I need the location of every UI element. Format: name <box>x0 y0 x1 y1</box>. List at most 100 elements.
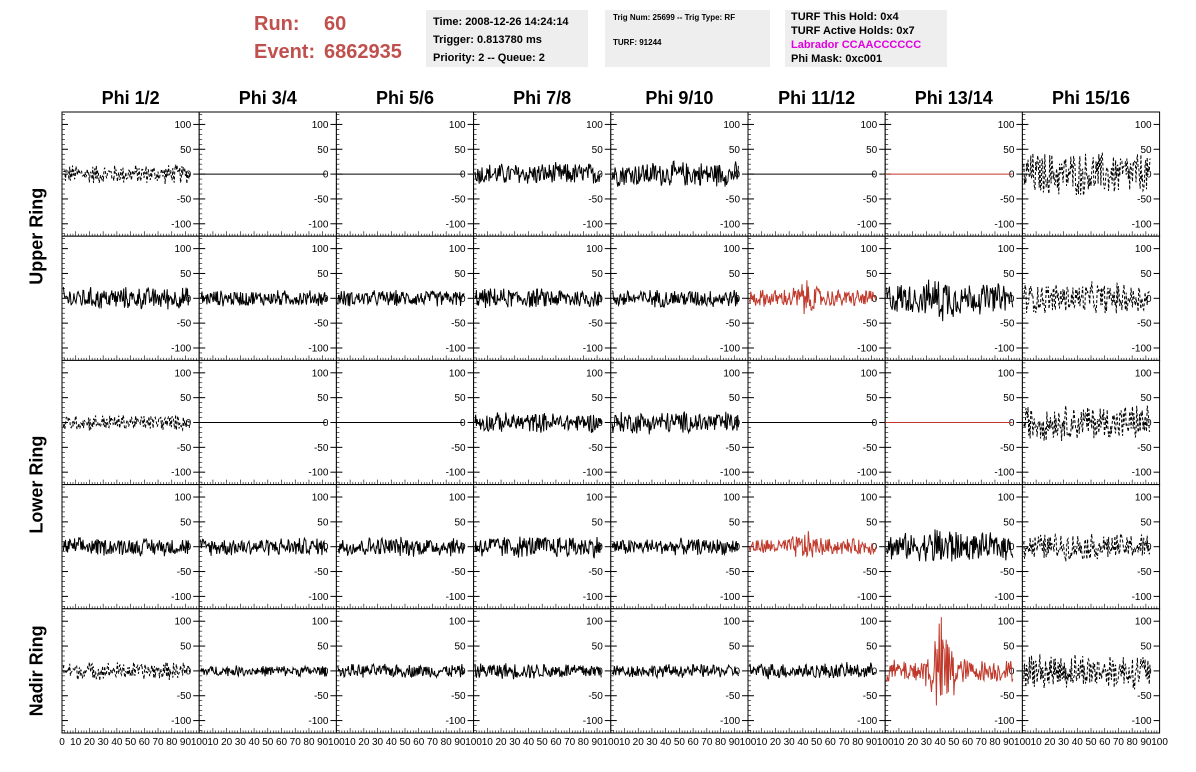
y-tick-label: 50 <box>729 517 741 528</box>
y-tick-label: -100 <box>171 343 191 354</box>
y-tick-label: 0 <box>1146 666 1152 677</box>
y-tick-label: 50 <box>317 393 329 404</box>
y-tick-label: -100 <box>1132 468 1152 479</box>
y-tick-label: -50 <box>588 691 603 702</box>
x-tick-label: 100 <box>877 737 894 748</box>
waveform-trace <box>1023 281 1151 314</box>
y-tick-label: 50 <box>729 393 741 404</box>
y-tick-label: 50 <box>866 393 878 404</box>
y-tick-label: 0 <box>1146 542 1152 553</box>
trig-info-box: Trig Num: 25699 -- Trig Type: RF TURF: 9… <box>605 10 770 67</box>
y-tick-label: -50 <box>726 443 741 454</box>
y-tick-label: -100 <box>446 343 466 354</box>
y-tick-label: 0 <box>872 294 878 305</box>
y-tick-label: -50 <box>177 443 192 454</box>
ring-title: Lower Ring <box>27 436 47 534</box>
y-tick-label: 50 <box>454 517 466 528</box>
y-tick-label: -100 <box>308 716 328 727</box>
phi-mask-text: Phi Mask: 0xc001 <box>791 53 883 65</box>
x-tick-label: 80 <box>989 737 1001 748</box>
waveform-trace <box>474 162 602 184</box>
y-tick-label: -100 <box>857 592 877 603</box>
y-tick-label: 100 <box>998 368 1015 379</box>
y-tick-label: 0 <box>460 542 466 553</box>
y-tick-label: 50 <box>1140 393 1152 404</box>
y-tick-label: -50 <box>451 691 466 702</box>
y-tick-label: -50 <box>314 567 329 578</box>
y-tick-label: -50 <box>1000 194 1015 205</box>
y-tick-label: 100 <box>449 493 466 504</box>
y-tick-label: 50 <box>1003 269 1015 280</box>
y-tick-label: 100 <box>861 368 878 379</box>
column-title: Phi 11/12 <box>778 88 855 108</box>
y-tick-label: -50 <box>1137 691 1152 702</box>
y-tick-label: -100 <box>308 343 328 354</box>
y-tick-label: 0 <box>1146 294 1152 305</box>
waveform-trace <box>62 414 191 432</box>
x-tick-label: 0 <box>59 737 65 748</box>
x-tick-label: 80 <box>441 737 453 748</box>
y-tick-label: 100 <box>861 493 878 504</box>
x-tick-label: 10 <box>345 737 357 748</box>
x-tick-label: 60 <box>550 737 562 748</box>
x-tick-label: 90 <box>1140 737 1152 748</box>
x-tick-label: 80 <box>166 737 178 748</box>
x-tick-label: 40 <box>523 737 535 748</box>
y-tick-label: 50 <box>317 642 329 653</box>
y-tick-label: -50 <box>451 567 466 578</box>
x-tick-label: 50 <box>1085 737 1097 748</box>
y-tick-label: 100 <box>723 244 740 255</box>
y-tick-label: -50 <box>1137 319 1152 330</box>
x-tick-label: 60 <box>962 737 974 748</box>
x-tick-label: 20 <box>770 737 782 748</box>
y-tick-label: -50 <box>1000 319 1015 330</box>
y-tick-label: -100 <box>446 716 466 727</box>
ring-title: Nadir Ring <box>27 625 47 716</box>
waveform-trace <box>1023 532 1151 562</box>
y-tick-label: 50 <box>454 145 466 156</box>
x-tick-label: 50 <box>674 737 686 748</box>
y-tick-label: -100 <box>857 343 877 354</box>
waveform-trace <box>1023 152 1151 196</box>
y-tick-label: -50 <box>726 194 741 205</box>
y-tick-label: -100 <box>720 219 740 230</box>
waveform-trace <box>63 164 191 185</box>
column-title: Phi 13/14 <box>915 88 993 108</box>
y-tick-label: 0 <box>186 418 192 429</box>
waveform-trace <box>611 411 739 435</box>
y-tick-label: 50 <box>317 269 329 280</box>
waveform-trace <box>611 289 739 308</box>
x-tick-label: 20 <box>907 737 919 748</box>
y-tick-label: -100 <box>308 592 328 603</box>
y-tick-label: 0 <box>872 542 878 553</box>
y-tick-label: -100 <box>857 716 877 727</box>
y-tick-label: 0 <box>323 170 329 181</box>
x-tick-label: 60 <box>413 737 425 748</box>
y-tick-label: 50 <box>866 517 878 528</box>
x-tick-label: 60 <box>1099 737 1111 748</box>
waveform-trace <box>474 536 602 559</box>
y-tick-label: -50 <box>588 443 603 454</box>
column-title: Phi 7/8 <box>513 88 571 108</box>
y-tick-label: 100 <box>1135 617 1152 628</box>
y-tick-label: 100 <box>998 493 1015 504</box>
y-tick-label: 50 <box>592 393 604 404</box>
x-tick-label: 90 <box>866 737 878 748</box>
y-tick-label: -50 <box>314 319 329 330</box>
y-tick-label: 100 <box>1135 120 1152 131</box>
y-tick-label: -50 <box>177 691 192 702</box>
y-tick-label: 100 <box>449 617 466 628</box>
y-tick-label: -50 <box>177 319 192 330</box>
y-tick-label: 50 <box>180 393 192 404</box>
y-tick-label: 100 <box>998 244 1015 255</box>
x-tick-label: 40 <box>111 737 123 748</box>
run-event-block: Run: 60 Event: 6862935 <box>254 10 402 66</box>
y-tick-label: 50 <box>1140 269 1152 280</box>
x-tick-label: 50 <box>399 737 411 748</box>
y-tick-label: 0 <box>1146 418 1152 429</box>
y-tick-label: -100 <box>994 343 1014 354</box>
x-tick-label: 90 <box>729 737 741 748</box>
labrador-text: Labrador CCAACCCCCC <box>791 39 922 51</box>
waveform-trace <box>200 664 328 678</box>
y-tick-label: -100 <box>583 343 603 354</box>
